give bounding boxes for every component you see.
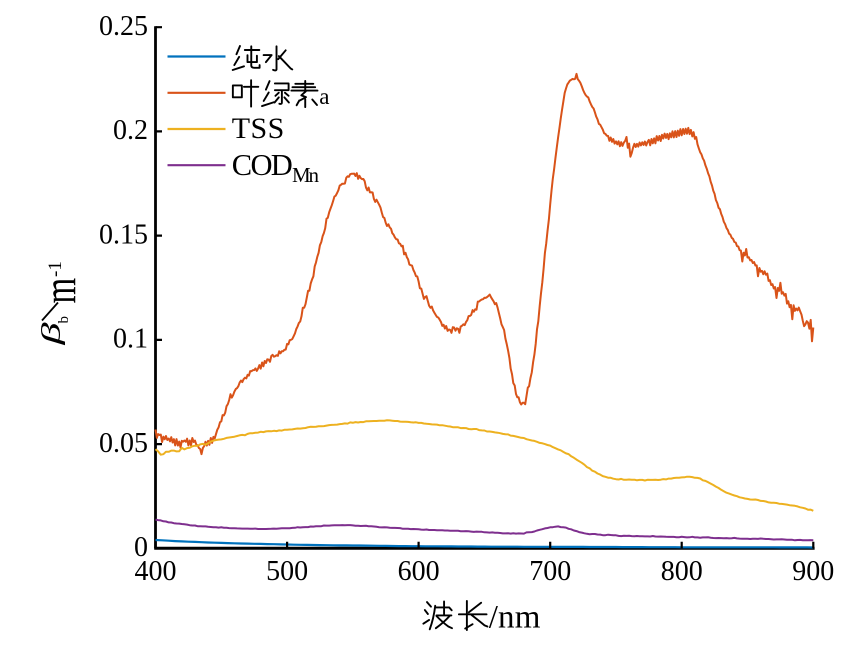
- svg-text:TSS: TSS: [232, 112, 284, 145]
- svg-text:600: 600: [398, 556, 440, 587]
- svg-text:Mn: Mn: [292, 163, 320, 187]
- svg-text:800: 800: [661, 556, 703, 587]
- svg-text:m: m: [34, 278, 86, 304]
- svg-text:0.15: 0.15: [99, 219, 148, 250]
- svg-text:0: 0: [134, 532, 148, 563]
- svg-text:700: 700: [529, 556, 571, 587]
- svg-text:COD: COD: [232, 148, 293, 182]
- svg-text:0.25: 0.25: [99, 11, 148, 42]
- svg-text:500: 500: [266, 556, 308, 587]
- svg-text:-1: -1: [45, 261, 66, 277]
- svg-text:900: 900: [792, 556, 834, 587]
- svg-text:0.05: 0.05: [99, 428, 148, 459]
- svg-text:β: β: [37, 322, 66, 345]
- svg-text:a: a: [319, 84, 329, 109]
- svg-text:400: 400: [135, 556, 177, 587]
- svg-text:/nm: /nm: [489, 600, 541, 636]
- svg-text:b: b: [56, 316, 72, 324]
- svg-text:0.2: 0.2: [113, 115, 148, 146]
- svg-text:0.1: 0.1: [113, 324, 148, 355]
